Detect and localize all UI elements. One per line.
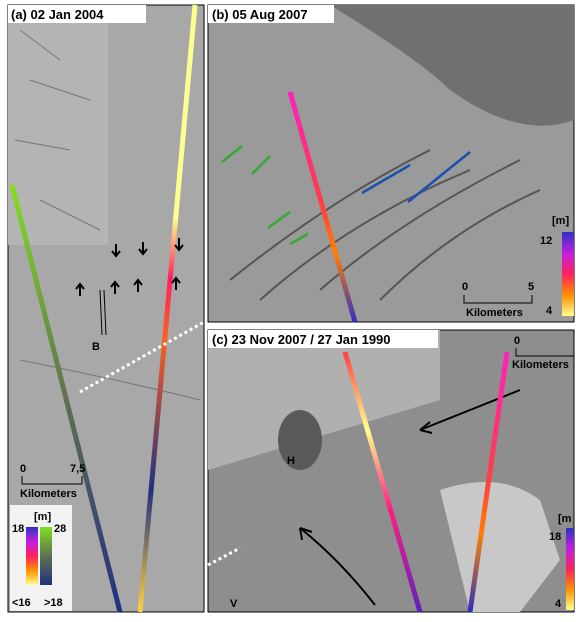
depression bbox=[278, 410, 322, 470]
colorbar-label: 4 bbox=[546, 305, 553, 317]
scale-unit: Kilometers bbox=[512, 359, 569, 371]
colorbar-unit: [m bbox=[558, 513, 572, 525]
colorbar-label: <16 bbox=[12, 597, 31, 609]
colorbar bbox=[26, 527, 38, 585]
scale-tick: 7,5 bbox=[70, 463, 85, 475]
map-label: B bbox=[92, 341, 100, 353]
scale-tick: 0 bbox=[462, 281, 468, 293]
panel-b: (b) 05 Aug 2007 0 5 Kilometers [m] 12 4 bbox=[208, 5, 574, 322]
colorbar-label: 28 bbox=[54, 523, 66, 535]
panel-title: (b) 05 Aug 2007 bbox=[212, 7, 308, 22]
colorbar-label: 4 bbox=[555, 598, 562, 610]
scale-unit: Kilometers bbox=[466, 307, 523, 319]
colorbar-label: 18 bbox=[549, 531, 561, 543]
colorbar-label: 18 bbox=[12, 523, 24, 535]
colorbar-label: 12 bbox=[540, 235, 552, 247]
panel-title: (c) 23 Nov 2007 / 27 Jan 1990 bbox=[212, 332, 391, 347]
panel-a: (a) 02 Jan 2004 B 0 7,5 Kilometers [m] 1… bbox=[8, 5, 204, 612]
colorbar bbox=[566, 528, 574, 610]
map-label: H bbox=[287, 455, 295, 467]
figure: (a) 02 Jan 2004 B 0 7,5 Kilometers [m] 1… bbox=[0, 0, 576, 617]
colorbar bbox=[40, 527, 52, 585]
scale-unit: Kilometers bbox=[20, 488, 77, 500]
scale-tick: 0 bbox=[514, 335, 520, 347]
colorbar-unit: [m] bbox=[552, 215, 569, 227]
colorbar-unit: [m] bbox=[34, 511, 51, 523]
scale-tick: 5 bbox=[528, 281, 534, 293]
scale-tick: 0 bbox=[20, 463, 26, 475]
map-label: V bbox=[230, 598, 238, 610]
panel-c: (c) 23 Nov 2007 / 27 Jan 1990 H V 0 Kilo… bbox=[208, 330, 574, 612]
panel-title: (a) 02 Jan 2004 bbox=[11, 7, 104, 22]
colorbar-label: >18 bbox=[44, 597, 63, 609]
colorbar bbox=[562, 232, 574, 316]
